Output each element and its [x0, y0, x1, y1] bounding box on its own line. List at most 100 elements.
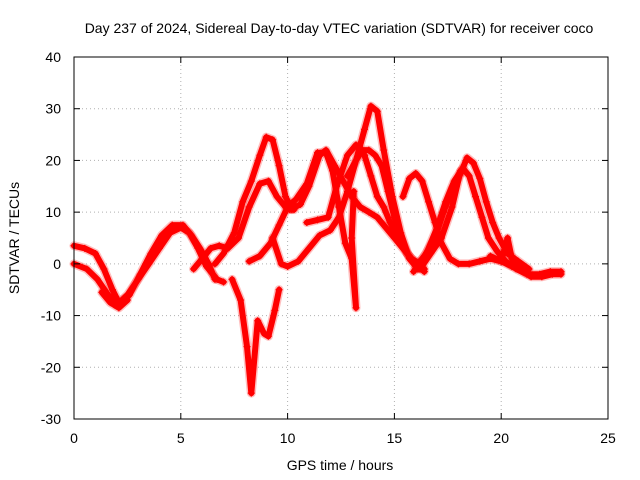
- data-point-marker: [243, 343, 251, 351]
- data-point-marker: [145, 260, 153, 268]
- data-point-marker: [207, 244, 215, 252]
- data-point-marker: [256, 151, 264, 159]
- data-point-marker: [296, 200, 304, 208]
- y-tick-label: 0: [53, 256, 61, 272]
- data-point-marker: [247, 177, 255, 185]
- data-point-marker: [367, 172, 375, 180]
- data-point-marker: [476, 257, 484, 265]
- data-point-marker: [190, 265, 198, 273]
- y-tick-label: 10: [45, 204, 61, 220]
- series-pass-c: [97, 287, 132, 313]
- data-point-marker: [371, 151, 379, 159]
- data-point-marker: [91, 250, 99, 258]
- data-point-marker: [273, 193, 281, 201]
- data-point-marker: [495, 234, 503, 242]
- data-point-marker: [335, 213, 343, 221]
- data-point-marker: [269, 136, 277, 144]
- data-point-marker: [220, 278, 228, 286]
- data-point-marker: [382, 224, 390, 232]
- y-tick-label: 20: [45, 152, 61, 168]
- data-point-marker: [322, 146, 330, 154]
- data-point-marker: [437, 234, 445, 242]
- data-point-marker: [433, 224, 441, 232]
- data-point-marker: [247, 389, 255, 397]
- data-point-marker: [504, 234, 512, 242]
- data-point-marker: [399, 193, 407, 201]
- data-point-marker: [305, 244, 313, 252]
- data-point-marker: [230, 229, 238, 237]
- plot-frame: [73, 56, 609, 420]
- data-point-marker: [220, 250, 228, 258]
- data-point-marker: [202, 262, 210, 270]
- data-point-marker: [343, 151, 351, 159]
- data-point-marker: [108, 286, 116, 294]
- data-point-marker: [448, 203, 456, 211]
- data-point-marker: [93, 275, 101, 283]
- data-point-marker: [292, 195, 300, 203]
- data-point-marker: [294, 257, 302, 265]
- data-point-marker: [303, 218, 311, 226]
- data-point-marker: [269, 234, 277, 242]
- data-point-marker: [256, 252, 264, 260]
- data-point-marker: [100, 265, 108, 273]
- data-point-marker: [472, 193, 480, 201]
- data-point-marker: [384, 187, 392, 195]
- y-tick-label: 40: [45, 49, 61, 65]
- x-tick-label: 25: [600, 430, 616, 446]
- data-point-marker: [185, 229, 193, 237]
- data-point-marker: [228, 275, 236, 283]
- data-point-marker: [418, 177, 426, 185]
- data-point-marker: [403, 250, 411, 258]
- data-point-marker: [465, 172, 473, 180]
- data-point-marker: [264, 177, 272, 185]
- data-point-marker: [356, 203, 364, 211]
- data-point-marker: [412, 169, 420, 177]
- data-point-marker: [115, 304, 123, 312]
- data-point-marker: [168, 221, 176, 229]
- data-point-marker: [527, 273, 535, 281]
- data-point-marker: [254, 317, 262, 325]
- data-point-marker: [277, 260, 285, 268]
- series-pass-f: [227, 274, 284, 398]
- y-tick-label: -10: [41, 308, 61, 324]
- data-point-marker: [343, 172, 351, 180]
- data-point-marker: [324, 213, 332, 221]
- data-point-marker: [548, 270, 556, 278]
- data-point-marker: [106, 299, 114, 307]
- data-point-marker: [412, 262, 420, 270]
- data-point-marker: [198, 255, 206, 263]
- data-point-marker: [213, 275, 221, 283]
- data-point-marker: [314, 216, 322, 224]
- data-point-marker: [416, 265, 424, 273]
- data-point-marker: [482, 198, 490, 206]
- data-point-marker: [341, 239, 349, 247]
- data-point-marker: [365, 146, 373, 154]
- y-tick-label: -20: [41, 359, 61, 375]
- series-pass-k: [342, 145, 429, 274]
- data-point-marker: [446, 255, 454, 263]
- data-point-marker: [98, 288, 106, 296]
- chart-title: Day 237 of 2024, Sidereal Day-to-day VTE…: [85, 20, 594, 36]
- data-point-marker: [410, 268, 418, 276]
- data-point-marker: [166, 229, 174, 237]
- data-point-marker: [386, 218, 394, 226]
- data-point-marker: [465, 260, 473, 268]
- data-point-marker: [81, 244, 89, 252]
- x-tick-label: 20: [493, 430, 509, 446]
- data-point-marker: [476, 175, 484, 183]
- x-tick-label: 10: [280, 430, 296, 446]
- y-axis-label: SDTVAR / TECUs: [6, 182, 22, 294]
- data-point-marker: [123, 296, 131, 304]
- data-point-marker: [373, 193, 381, 201]
- data-point-marker: [177, 224, 185, 232]
- data-point-marker: [390, 213, 398, 221]
- data-point-marker: [275, 221, 283, 229]
- data-point-marker: [397, 234, 405, 242]
- data-point-marker: [373, 213, 381, 221]
- data-point-marker: [260, 330, 268, 338]
- data-point-marker: [275, 286, 283, 294]
- data-point-marker: [305, 182, 313, 190]
- data-point-marker: [194, 244, 202, 252]
- data-point-marker: [264, 332, 272, 340]
